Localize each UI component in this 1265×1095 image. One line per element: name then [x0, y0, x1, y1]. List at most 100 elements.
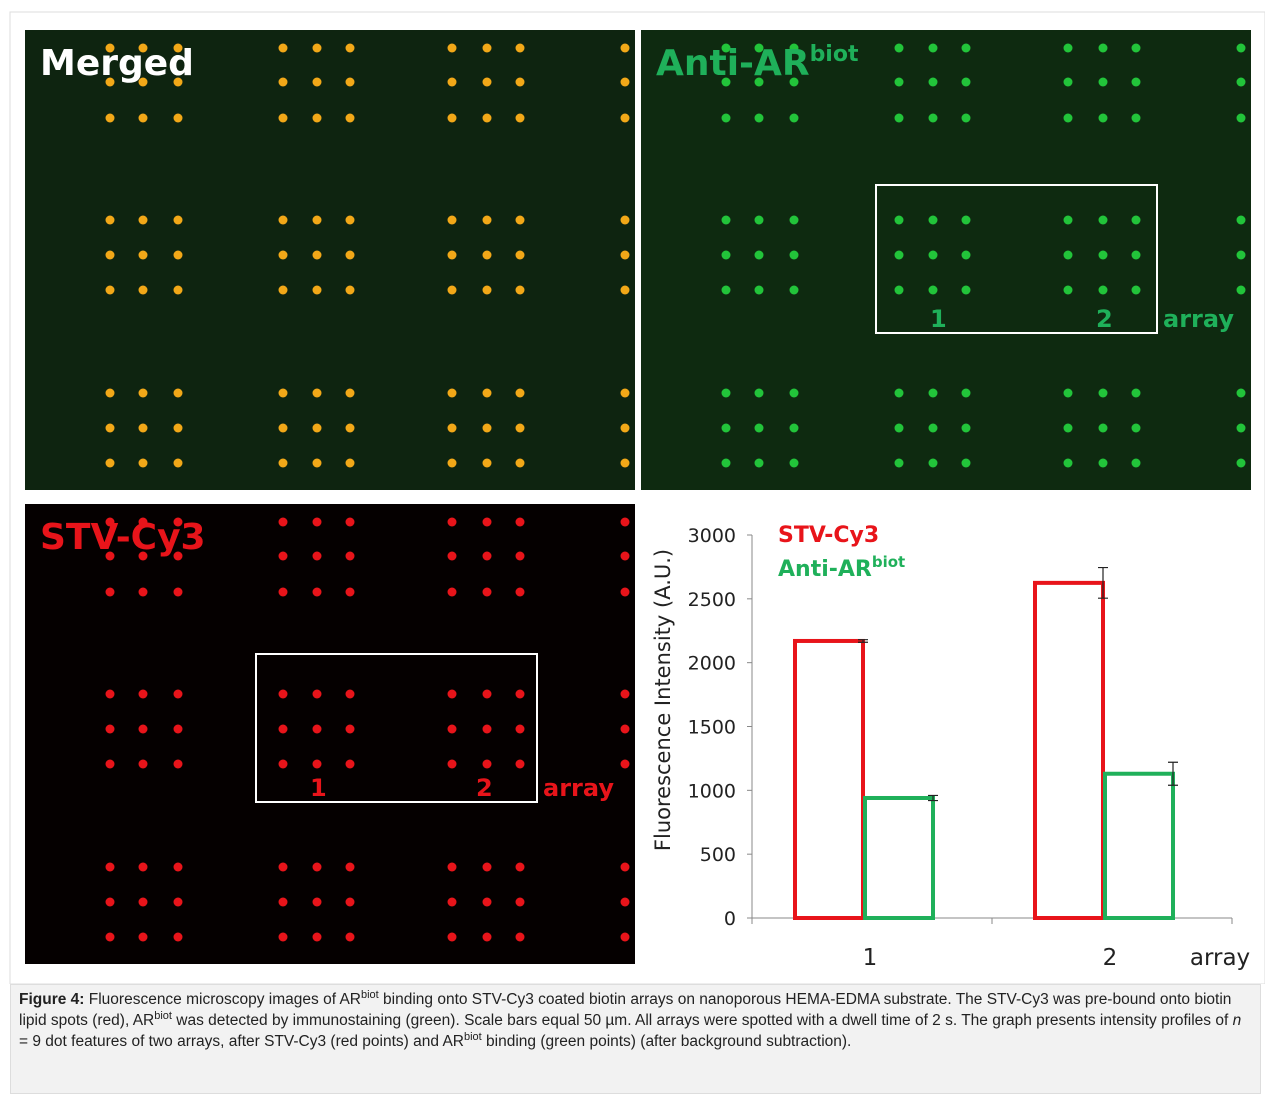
- spot: [312, 689, 322, 699]
- bar: [863, 795, 935, 921]
- spot: [312, 77, 322, 87]
- spot: [345, 423, 355, 433]
- spot: [345, 862, 355, 872]
- spot: [515, 285, 525, 295]
- spot: [105, 388, 115, 398]
- spot: [345, 897, 355, 907]
- image-label-text: STV-Cy3: [40, 517, 206, 558]
- spot: [105, 215, 115, 225]
- spot: [961, 215, 971, 225]
- spot: [1236, 215, 1246, 225]
- spot: [138, 862, 148, 872]
- spot: [961, 43, 971, 53]
- spot: [105, 724, 115, 734]
- spot: [482, 113, 492, 123]
- spot: [789, 43, 799, 53]
- spot: [1236, 77, 1246, 87]
- spot: [894, 77, 904, 87]
- spot: [961, 423, 971, 433]
- spot: [482, 689, 492, 699]
- spot: [1131, 423, 1141, 433]
- spot: [173, 689, 183, 699]
- spot: [278, 77, 288, 87]
- spot: [620, 724, 630, 734]
- spot: [1236, 113, 1246, 123]
- spot: [620, 423, 630, 433]
- y-tick-label: 2000: [688, 653, 736, 675]
- box-label: 1: [930, 305, 947, 333]
- caption-text: n: [1232, 1012, 1242, 1029]
- spot: [754, 458, 764, 468]
- y-tick-label: 0: [724, 908, 736, 930]
- spot: [620, 932, 630, 942]
- spot: [1131, 77, 1141, 87]
- spot: [278, 43, 288, 53]
- spot: [345, 689, 355, 699]
- spot: [278, 759, 288, 769]
- spot: [447, 113, 457, 123]
- spot: [138, 77, 148, 87]
- spot: [447, 724, 457, 734]
- image-label-sup: biot: [810, 42, 859, 67]
- spot: [173, 724, 183, 734]
- spot: [138, 458, 148, 468]
- spot: [754, 250, 764, 260]
- caption-text: biot: [463, 1030, 482, 1043]
- spot: [278, 215, 288, 225]
- y-tick-label: 1500: [688, 717, 736, 739]
- spot: [721, 458, 731, 468]
- spot: [138, 932, 148, 942]
- y-tick-label: 500: [700, 844, 736, 866]
- spot: [961, 285, 971, 295]
- spot: [312, 388, 322, 398]
- spot: [515, 724, 525, 734]
- spot: [1098, 77, 1108, 87]
- spot: [1098, 43, 1108, 53]
- spot: [1063, 113, 1073, 123]
- legend-text: STV-Cy3: [778, 523, 879, 548]
- spot: [278, 724, 288, 734]
- highlight-box: [875, 184, 1158, 334]
- spot: [138, 897, 148, 907]
- spot: [312, 113, 322, 123]
- spot: [278, 551, 288, 561]
- y-tick-label: 2500: [688, 589, 736, 611]
- spot: [312, 250, 322, 260]
- spot: [515, 932, 525, 942]
- spot: [278, 862, 288, 872]
- spot: [894, 113, 904, 123]
- spot: [789, 77, 799, 87]
- y-tick-label: 1000: [688, 780, 736, 802]
- spot: [1131, 458, 1141, 468]
- spot: [928, 77, 938, 87]
- spot: [312, 932, 322, 942]
- spot: [620, 862, 630, 872]
- spot: [312, 551, 322, 561]
- spot: [1236, 43, 1246, 53]
- spot: [754, 423, 764, 433]
- spot: [620, 689, 630, 699]
- spot: [721, 43, 731, 53]
- spot: [1063, 423, 1073, 433]
- spot: [138, 250, 148, 260]
- spot: [278, 423, 288, 433]
- spot: [789, 388, 799, 398]
- spot: [961, 458, 971, 468]
- spot: [515, 250, 525, 260]
- spot: [345, 932, 355, 942]
- spot: [173, 862, 183, 872]
- spot: [515, 215, 525, 225]
- spot: [928, 250, 938, 260]
- spot: [1131, 285, 1141, 295]
- spot: [894, 250, 904, 260]
- spot: [1131, 388, 1141, 398]
- spot: [620, 759, 630, 769]
- spot: [482, 458, 492, 468]
- spot: [105, 932, 115, 942]
- spot: [482, 759, 492, 769]
- caption-text: Fluorescence microscopy images of AR: [84, 991, 361, 1008]
- spot: [1098, 215, 1108, 225]
- spot: [1063, 77, 1073, 87]
- spot: [138, 587, 148, 597]
